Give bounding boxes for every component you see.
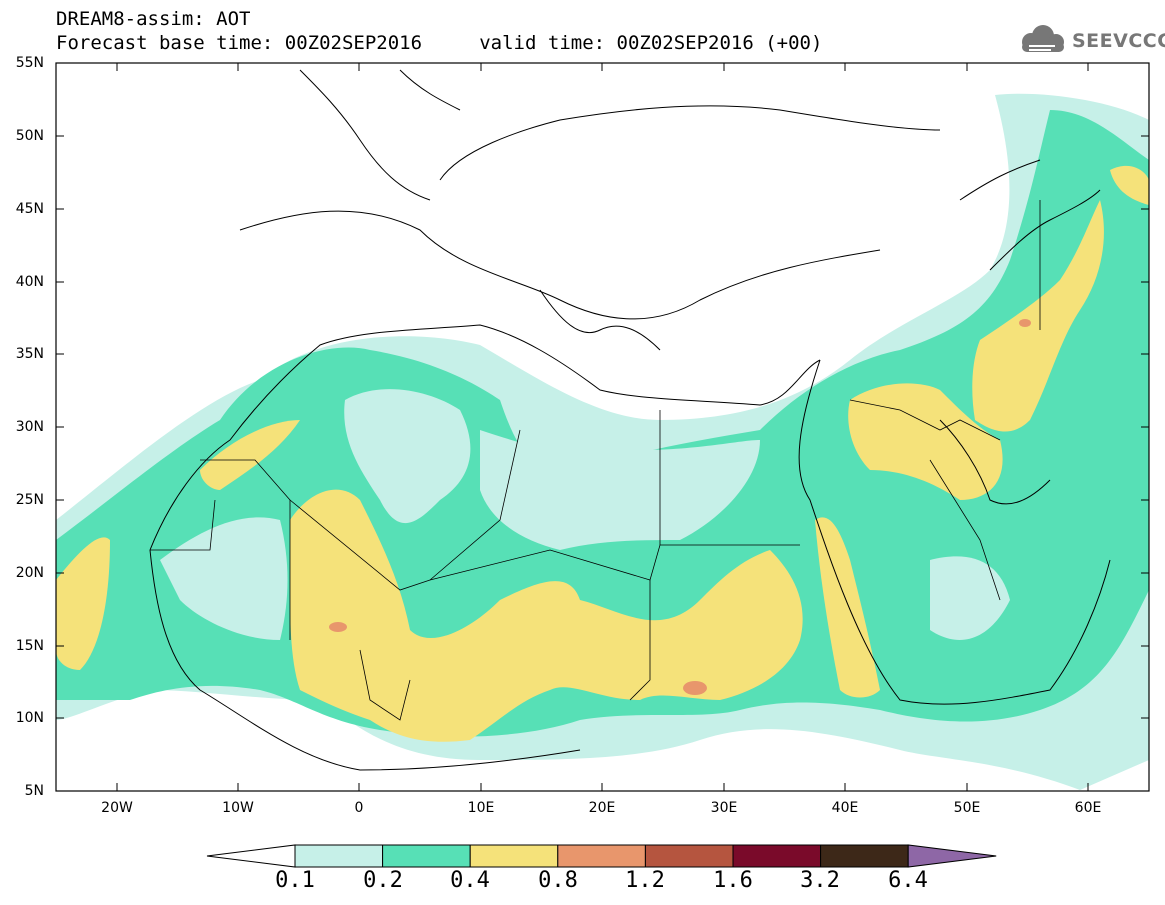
y-tick-label: 25N [15, 492, 44, 508]
colorbar-label: 1.6 [713, 868, 753, 893]
map-title: DREAM8-assim: AOT [56, 8, 251, 30]
x-tick-label: 40E [831, 800, 859, 816]
y-tick-label: 20N [15, 565, 44, 581]
y-tick-label: 55N [15, 55, 44, 71]
y-tick-label: 10N [15, 710, 44, 726]
y-tick-label: 45N [15, 201, 44, 217]
colorbar-cell [820, 844, 909, 868]
colorbar-cell [382, 844, 471, 868]
colorbar-label: 0.1 [275, 868, 315, 893]
borders [150, 200, 1041, 721]
coastlines [149, 69, 1111, 771]
y-tick-label: 35N [15, 346, 44, 362]
y-tick-label: 15N [15, 638, 44, 654]
x-tick-label: 10E [467, 800, 495, 816]
colorbar-cell [294, 844, 384, 868]
colorbar-arrow-right [907, 844, 997, 868]
x-tick-label: 30E [710, 800, 738, 816]
logo-text: SEEVCCC [1072, 30, 1165, 52]
colorbar-cell [557, 844, 646, 868]
aot-field-0.8 [329, 319, 1031, 695]
forecast-time-line: Forecast base time: 00Z02SEP2016 valid t… [56, 32, 823, 54]
y-tick-label: 40N [15, 274, 44, 290]
colorbar-label: 3.2 [800, 868, 840, 893]
colorbar-cell [732, 844, 822, 868]
colorbar-label: 0.4 [450, 868, 490, 893]
x-tick-label: 20W [101, 800, 133, 816]
x-tick-label: 0 [354, 800, 364, 816]
aot-field-0.4 [56, 165, 1149, 742]
aot-field-0.1-inner [160, 389, 1010, 640]
x-tick-label: 50E [953, 800, 981, 816]
seevccc-logo [1022, 25, 1064, 52]
colorbar-cell [469, 844, 559, 868]
colorbar-label: 1.2 [625, 868, 665, 893]
colorbar-label: 0.2 [363, 868, 403, 893]
colorbar-arrow-left [206, 844, 296, 868]
axis-ticks [56, 62, 1149, 792]
colorbar-label: 0.8 [538, 868, 578, 893]
y-tick-label: 5N [24, 783, 44, 799]
x-tick-label: 60E [1074, 800, 1102, 816]
colorbar-cell [644, 844, 734, 868]
x-tick-label: 10W [222, 800, 254, 816]
colorbar-label: 6.4 [888, 868, 928, 893]
y-tick-label: 50N [15, 128, 44, 144]
y-tick-label: 30N [15, 419, 44, 435]
x-tick-label: 20E [588, 800, 616, 816]
